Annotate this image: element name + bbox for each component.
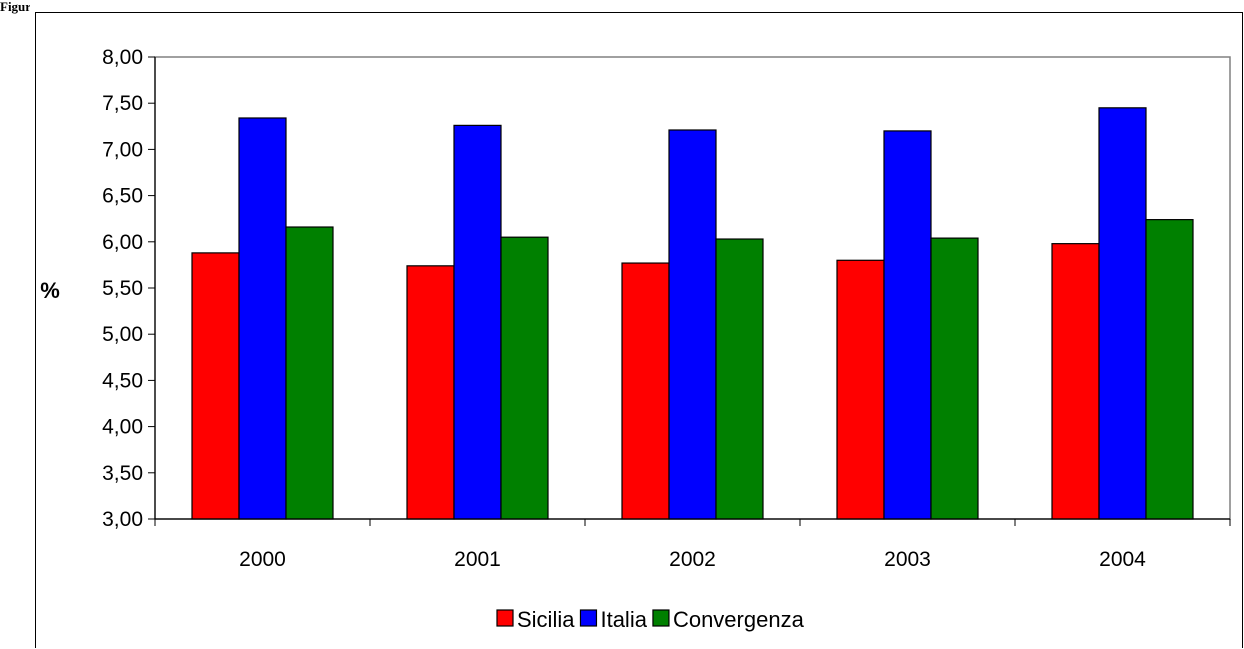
bar-sicilia-2002 — [621, 262, 670, 520]
bar-italia-2004 — [1098, 107, 1147, 520]
bar-sicilia-2001 — [406, 265, 455, 520]
bar-italia-2000 — [238, 117, 287, 520]
y-tick-label: 6,50 — [102, 185, 143, 208]
x-tick-label: 2003 — [884, 548, 931, 571]
legend-label: Convergenza — [673, 607, 805, 632]
x-tick-label: 2004 — [1099, 548, 1146, 571]
bar-italia-2002 — [668, 129, 717, 520]
bar-sicilia-2003 — [836, 259, 885, 520]
legend-swatch — [496, 609, 514, 627]
y-tick-label: 3,00 — [102, 508, 143, 531]
y-tick-label: 7,00 — [102, 138, 143, 161]
x-tick-label: 2000 — [239, 548, 286, 571]
bar-convergenza-2004 — [1145, 219, 1194, 520]
legend-swatch — [652, 609, 670, 627]
legend-swatch — [579, 609, 598, 627]
bar-sicilia-2004 — [1051, 243, 1100, 520]
bar-convergenza-2003 — [930, 237, 979, 520]
legend: Sicilia Italia Convergenza — [496, 607, 805, 632]
legend-item-convergenza: Convergenza — [652, 607, 805, 632]
y-axis-title: % — [40, 278, 60, 303]
y-tick-label: 4,50 — [102, 369, 143, 392]
y-tick-label: 4,00 — [102, 416, 143, 439]
legend-item-sicilia: Sicilia — [496, 607, 575, 632]
legend-item-italia: Italia — [579, 607, 648, 632]
bar-convergenza-2002 — [715, 238, 764, 520]
x-tick-label: 2001 — [454, 548, 501, 571]
bar-italia-2003 — [883, 130, 932, 520]
figure-label: Figura — [0, 0, 30, 14]
axes: 3,00 3,50 4,00 4,50 5,00 5,50 6,00 6,50 7,00 7,50… — [102, 46, 1231, 571]
bar-convergenza-2000 — [285, 226, 334, 520]
y-tick-label: 5,00 — [102, 323, 143, 346]
y-tick-label: 6,00 — [102, 231, 143, 254]
y-tick-label: 7,50 — [102, 92, 143, 115]
bar-sicilia-2000 — [191, 252, 240, 520]
y-tick-label: 8,00 — [102, 46, 143, 69]
y-tick-label: 5,50 — [102, 277, 143, 300]
y-tick-label: 3,50 — [102, 462, 143, 485]
legend-label: Sicilia — [517, 607, 575, 632]
legend-label: Italia — [600, 607, 647, 632]
bar-convergenza-2001 — [500, 236, 549, 520]
x-tick-label: 2002 — [669, 548, 716, 571]
bar-italia-2001 — [453, 124, 502, 520]
